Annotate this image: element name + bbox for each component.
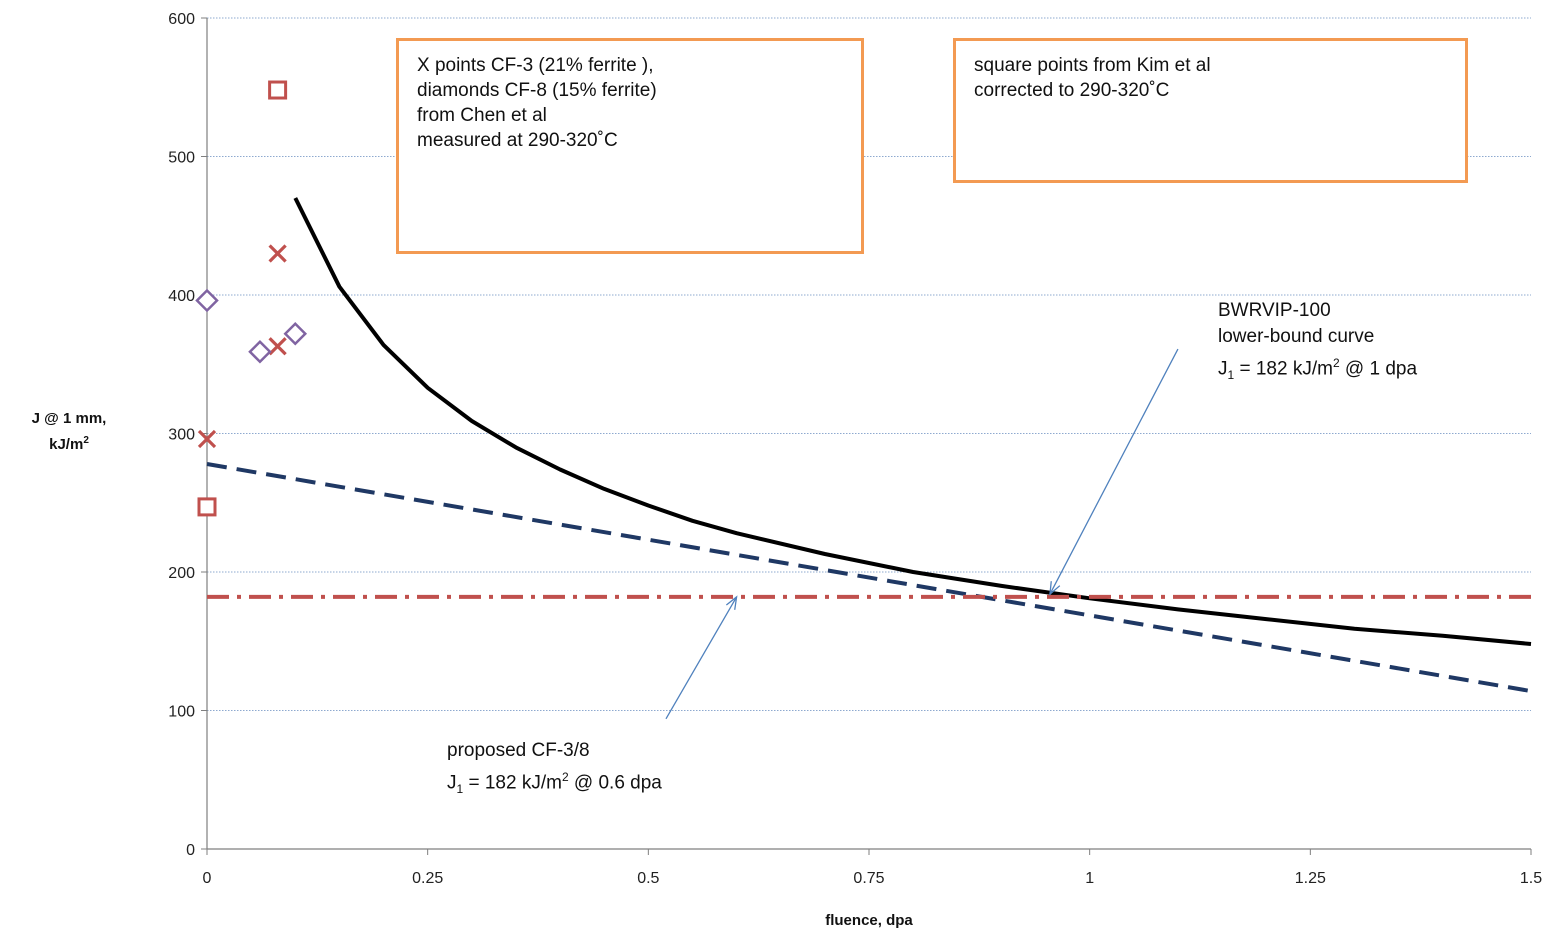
- square-marker: [197, 497, 217, 517]
- y-tick-label: 600: [168, 11, 195, 28]
- x-tick-label: 1: [1085, 870, 1094, 887]
- annotation-arrows: [665, 348, 1179, 720]
- y-axis-title-sup: 2: [83, 435, 89, 446]
- arrow-head: [1049, 581, 1061, 596]
- annotation-arrow: [1049, 348, 1179, 596]
- x-marker-stroke: [268, 337, 287, 356]
- x-tick-label: 0.5: [637, 870, 659, 887]
- y-tick-label: 0: [186, 842, 195, 859]
- x-axis-title: fluence, dpa: [825, 912, 913, 929]
- y-axis-title-line1: J @ 1 mm,: [31, 410, 107, 427]
- x-marker-stroke: [197, 429, 217, 449]
- solid-curve: [293, 197, 1532, 646]
- arrow-shaft: [665, 596, 738, 720]
- y-tick-label: 300: [168, 427, 195, 444]
- bwrvip-line2: lower-bound curve: [1218, 326, 1375, 347]
- y-tick-label: 200: [168, 565, 195, 582]
- x-tick-label: 0.75: [853, 870, 884, 887]
- x-tick-label: 1.25: [1295, 870, 1326, 887]
- x-marker: [268, 337, 287, 356]
- y-tick-label: 500: [168, 150, 195, 167]
- note-chen: X points CF-3 (21% ferrite ), diamonds C…: [396, 38, 864, 254]
- tick-labels: 0 100 200 300 400 500 600 0 0.25 0.5 0.75 1 1.25 1.5: [168, 11, 1542, 887]
- x-marker: [197, 429, 217, 449]
- annotation-bwrvip: BWRVIP-100 lower-bound curve J1 = 182 kJ…: [1218, 298, 1417, 388]
- y-axis-title-line2: kJ/m: [49, 436, 84, 453]
- y-axis-title: J @ 1 mm, kJ/m2: [4, 408, 134, 456]
- diamond-marker: [283, 322, 308, 346]
- diamond-marker: [195, 288, 219, 313]
- axes: [201, 17, 1532, 855]
- x-marker-stroke: [268, 244, 287, 263]
- y-tick-label: 400: [168, 288, 195, 305]
- arrow-head: [725, 595, 738, 610]
- diamond-marker: [248, 340, 272, 364]
- bwrvip-line3: J1 = 182 kJ/m2 @ 1 dpa: [1218, 356, 1418, 383]
- series-group: [195, 80, 1532, 694]
- bwrvip-line1: BWRVIP-100: [1218, 300, 1331, 321]
- arrow-shaft: [1049, 348, 1179, 595]
- annotation-arrow: [665, 595, 738, 720]
- note-kim: square points from Kim et al corrected t…: [953, 38, 1468, 183]
- proposed-line1: proposed CF-3/8: [447, 740, 590, 761]
- x-tick-label: 0.25: [412, 870, 443, 887]
- x-marker: [268, 244, 287, 263]
- y-tick-label: 100: [168, 704, 195, 721]
- x-tick-label: 0: [203, 870, 212, 887]
- proposed-line2: J1 = 182 kJ/m2 @ 0.6 dpa: [447, 770, 662, 797]
- square-marker: [268, 80, 288, 100]
- x-tick-label: 1.5: [1520, 870, 1542, 887]
- dashed-line: [206, 462, 1532, 694]
- annotation-proposed: proposed CF-3/8 J1 = 182 kJ/m2 @ 0.6 dpa: [447, 738, 662, 802]
